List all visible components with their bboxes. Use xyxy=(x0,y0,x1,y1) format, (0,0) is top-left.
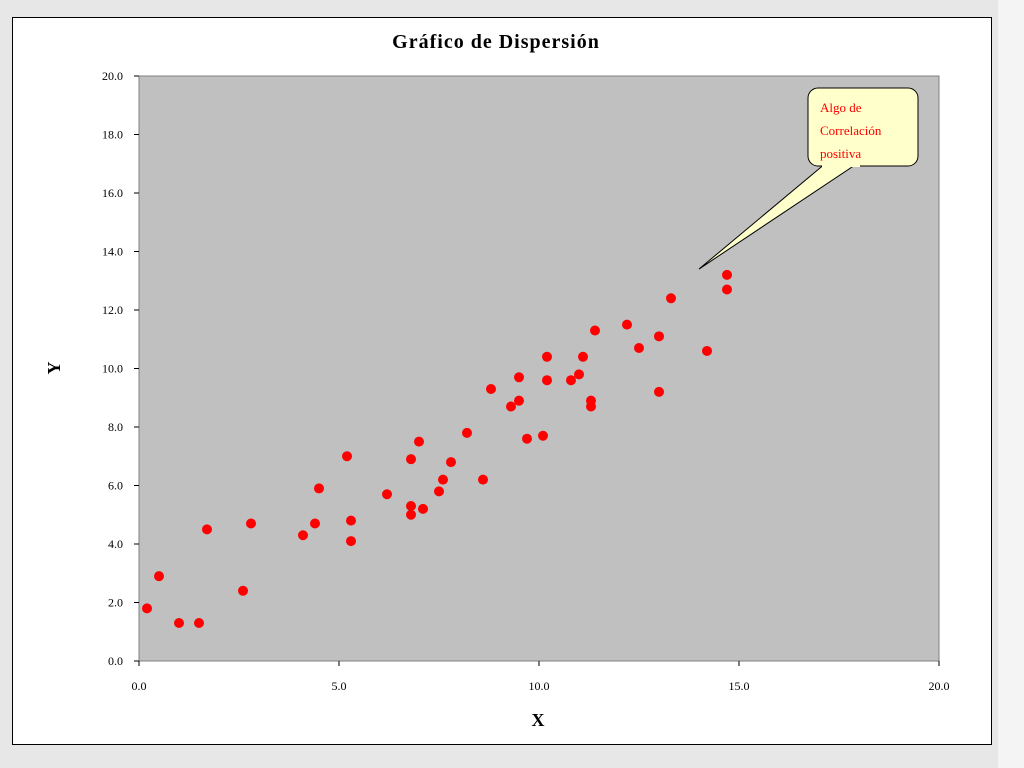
data-point xyxy=(522,433,532,444)
data-point xyxy=(382,489,392,500)
y-tick-label: 8.0 xyxy=(108,420,123,434)
data-point xyxy=(310,518,320,529)
data-point xyxy=(414,436,424,447)
data-point xyxy=(342,451,352,462)
data-point xyxy=(666,293,676,304)
annotation-callout: Algo de Correlación positiva xyxy=(698,87,919,270)
data-point xyxy=(542,375,552,386)
callout-box xyxy=(807,87,919,167)
data-point xyxy=(174,617,184,628)
y-tick-label: 4.0 xyxy=(108,537,123,551)
data-point xyxy=(438,474,448,485)
data-point xyxy=(154,571,164,582)
data-point xyxy=(514,395,524,406)
x-tick-label: 15.0 xyxy=(729,679,750,693)
data-point xyxy=(406,509,416,520)
window-edge xyxy=(998,0,1024,768)
data-point xyxy=(654,386,664,397)
data-point xyxy=(542,351,552,362)
data-point xyxy=(462,427,472,438)
data-point xyxy=(434,486,444,497)
y-axis-label: Y xyxy=(44,362,64,375)
data-point xyxy=(346,515,356,526)
data-point xyxy=(702,345,712,356)
data-point xyxy=(566,375,576,386)
y-tick-label: 14.0 xyxy=(102,245,123,259)
x-tick-label: 20.0 xyxy=(929,679,950,693)
data-point xyxy=(622,319,632,330)
plot-area xyxy=(138,75,940,662)
data-point xyxy=(314,483,324,494)
data-point xyxy=(514,372,524,383)
data-point xyxy=(654,331,664,342)
data-point xyxy=(246,518,256,529)
data-point xyxy=(346,536,356,547)
data-point xyxy=(538,430,548,441)
data-point xyxy=(202,524,212,535)
data-point xyxy=(478,474,488,485)
y-tick-label: 6.0 xyxy=(108,479,123,493)
y-tick-label: 20.0 xyxy=(102,69,123,83)
y-tick-label: 10.0 xyxy=(102,362,123,376)
y-tick-label: 2.0 xyxy=(108,596,123,610)
x-axis-label: X xyxy=(532,710,545,730)
data-point xyxy=(142,603,152,614)
x-tick-label: 10.0 xyxy=(529,679,550,693)
data-point xyxy=(298,530,308,541)
y-axis-ticks: 0.0 2.0 4.0 6.0 8.0 10.0 12.0 14.0 16.0 18.0 20.0 xyxy=(102,69,139,668)
y-tick-label: 18.0 xyxy=(102,128,123,142)
data-point xyxy=(238,585,248,596)
x-tick-label: 5.0 xyxy=(332,679,347,693)
data-point xyxy=(506,401,516,412)
data-point xyxy=(486,383,496,394)
callout-line-3: positiva xyxy=(820,146,861,161)
data-point xyxy=(722,269,732,280)
callout-seam xyxy=(822,163,860,167)
data-point xyxy=(586,395,596,406)
data-point xyxy=(194,617,204,628)
data-point xyxy=(418,503,428,514)
y-tick-label: 0.0 xyxy=(108,654,123,668)
x-axis-ticks: 0.0 5.0 10.0 15.0 20.0 xyxy=(132,661,950,693)
data-point xyxy=(406,500,416,511)
data-point xyxy=(722,284,732,295)
y-tick-label: 12.0 xyxy=(102,303,123,317)
x-tick-label: 0.0 xyxy=(132,679,147,693)
callout-line-2: Correlación xyxy=(820,123,882,138)
callout-line-1: Algo de xyxy=(820,100,862,115)
data-point xyxy=(406,454,416,465)
data-point xyxy=(446,457,456,468)
chart-title: Gráfico de Dispersión xyxy=(392,31,600,53)
data-point xyxy=(634,343,644,354)
y-tick-label: 16.0 xyxy=(102,186,123,200)
data-point xyxy=(574,369,584,380)
data-point xyxy=(590,325,600,336)
data-points xyxy=(142,269,732,628)
data-point xyxy=(578,351,588,362)
